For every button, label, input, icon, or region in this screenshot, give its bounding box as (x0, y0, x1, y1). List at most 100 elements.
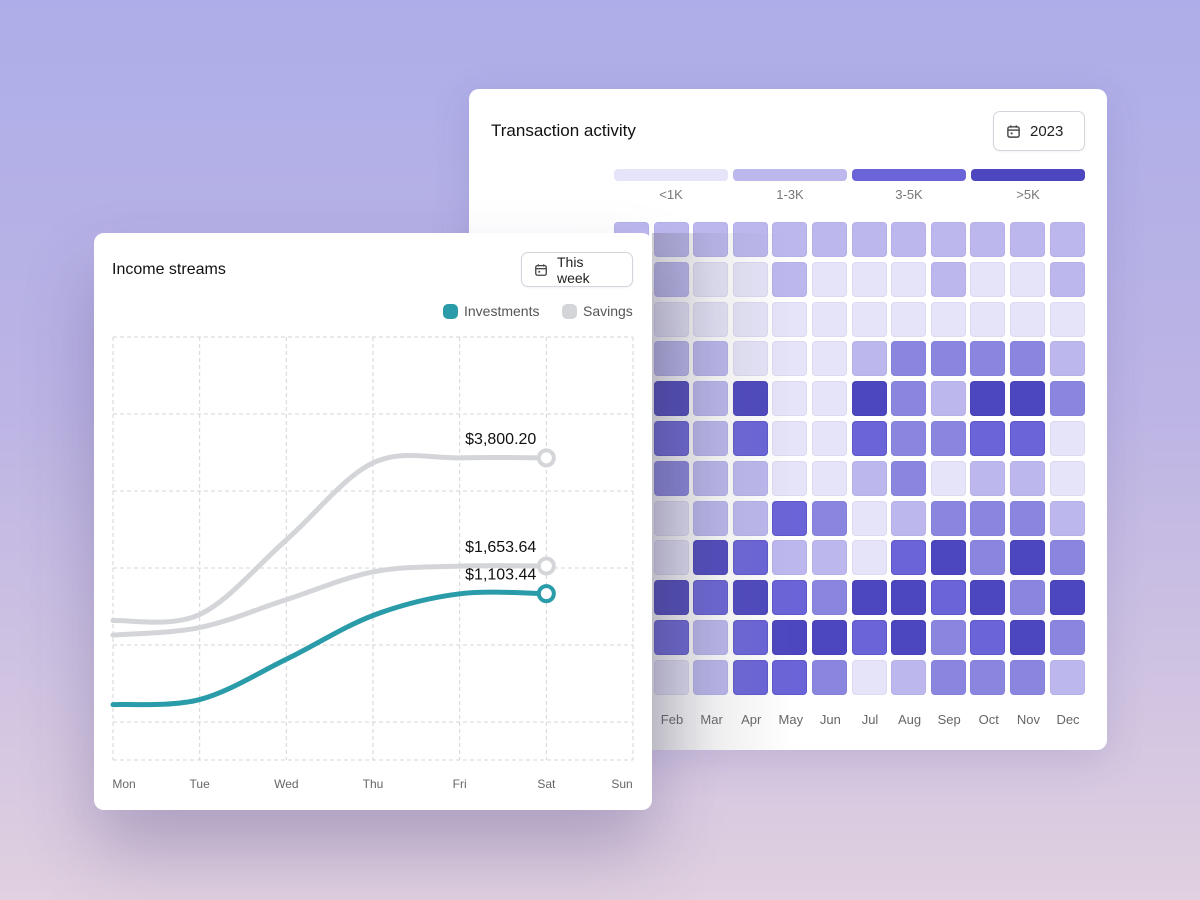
heatmap-cell-jun-1[interactable] (812, 222, 847, 257)
heatmap-cell-jul-11[interactable] (851, 620, 887, 655)
heatmap-cell-mar-4[interactable] (693, 341, 729, 377)
heatmap-cell-jul-7[interactable] (851, 460, 887, 496)
heatmap-cell-dec-11[interactable] (1049, 620, 1085, 655)
heatmap-cell-may-8[interactable] (772, 500, 808, 536)
heatmap-cell-feb-7[interactable] (653, 460, 689, 496)
heatmap-cell-jul-9[interactable] (851, 540, 887, 576)
heatmap-cell-sep-11[interactable] (930, 620, 966, 655)
heatmap-cell-nov-3[interactable] (1010, 301, 1045, 337)
heatmap-cell-nov-1[interactable] (1010, 222, 1045, 257)
heatmap-cell-sep-6[interactable] (930, 421, 966, 456)
heatmap-cell-feb-3[interactable] (653, 301, 689, 337)
heatmap-cell-may-9[interactable] (772, 540, 808, 576)
heatmap-cell-oct-8[interactable] (970, 500, 1006, 536)
heatmap-cell-dec-4[interactable] (1049, 341, 1085, 377)
heatmap-cell-aug-10[interactable] (891, 580, 927, 616)
heatmap-cell-jun-11[interactable] (812, 620, 847, 655)
heatmap-cell-aug-5[interactable] (891, 381, 927, 417)
heatmap-cell-jul-1[interactable] (851, 222, 887, 257)
heatmap-cell-jul-6[interactable] (851, 421, 887, 456)
heatmap-cell-jul-8[interactable] (851, 500, 887, 536)
heatmap-cell-jun-2[interactable] (812, 261, 847, 297)
heatmap-cell-oct-3[interactable] (970, 301, 1006, 337)
heatmap-cell-sep-4[interactable] (930, 341, 966, 377)
heatmap-cell-mar-6[interactable] (693, 421, 729, 456)
heatmap-cell-may-5[interactable] (772, 381, 808, 417)
heatmap-cell-jun-9[interactable] (812, 540, 847, 576)
heatmap-cell-dec-12[interactable] (1049, 659, 1085, 695)
heatmap-cell-feb-6[interactable] (653, 421, 689, 456)
heatmap-cell-mar-7[interactable] (693, 460, 729, 496)
heatmap-cell-dec-2[interactable] (1049, 261, 1085, 297)
heatmap-cell-apr-1[interactable] (732, 222, 768, 257)
heatmap-cell-oct-10[interactable] (970, 580, 1006, 616)
heatmap-cell-feb-2[interactable] (653, 261, 689, 297)
heatmap-cell-nov-9[interactable] (1010, 540, 1045, 576)
heatmap-cell-aug-2[interactable] (891, 261, 927, 297)
heatmap-cell-nov-5[interactable] (1010, 381, 1045, 417)
heatmap-cell-nov-6[interactable] (1010, 421, 1045, 456)
heatmap-cell-mar-11[interactable] (693, 620, 729, 655)
heatmap-cell-oct-12[interactable] (970, 659, 1006, 695)
heatmap-cell-sep-8[interactable] (930, 500, 966, 536)
heatmap-cell-feb-5[interactable] (653, 381, 689, 417)
heatmap-cell-may-1[interactable] (772, 222, 808, 257)
heatmap-cell-mar-12[interactable] (693, 659, 729, 695)
heatmap-cell-jun-4[interactable] (812, 341, 847, 377)
heatmap-cell-oct-1[interactable] (970, 222, 1006, 257)
heatmap-cell-aug-8[interactable] (891, 500, 927, 536)
heatmap-cell-apr-10[interactable] (732, 580, 768, 616)
heatmap-cell-may-2[interactable] (772, 261, 808, 297)
heatmap-cell-jul-4[interactable] (851, 341, 887, 377)
heatmap-cell-mar-8[interactable] (693, 500, 729, 536)
heatmap-cell-aug-7[interactable] (891, 460, 927, 496)
heatmap-cell-sep-1[interactable] (930, 222, 966, 257)
heatmap-cell-feb-12[interactable] (653, 659, 689, 695)
heatmap-cell-jul-10[interactable] (851, 580, 887, 616)
heatmap-cell-oct-6[interactable] (970, 421, 1006, 456)
heatmap-cell-jun-3[interactable] (812, 301, 847, 337)
heatmap-cell-sep-9[interactable] (930, 540, 966, 576)
heatmap-cell-jun-12[interactable] (812, 659, 847, 695)
heatmap-cell-apr-12[interactable] (732, 659, 768, 695)
heatmap-cell-jun-5[interactable] (812, 381, 847, 417)
heatmap-cell-apr-9[interactable] (732, 540, 768, 576)
heatmap-cell-oct-4[interactable] (970, 341, 1006, 377)
heatmap-cell-nov-12[interactable] (1010, 659, 1045, 695)
heatmap-cell-nov-8[interactable] (1010, 500, 1045, 536)
year-select-button[interactable]: 2023 (993, 111, 1085, 151)
heatmap-cell-sep-12[interactable] (930, 659, 966, 695)
heatmap-cell-may-11[interactable] (772, 620, 808, 655)
period-select-button[interactable]: This week (521, 252, 633, 287)
heatmap-cell-sep-5[interactable] (930, 381, 966, 417)
heatmap-cell-sep-10[interactable] (930, 580, 966, 616)
heatmap-cell-oct-2[interactable] (970, 261, 1006, 297)
heatmap-cell-aug-1[interactable] (891, 222, 927, 257)
heatmap-cell-apr-6[interactable] (732, 421, 768, 456)
heatmap-cell-may-3[interactable] (772, 301, 808, 337)
heatmap-cell-aug-3[interactable] (891, 301, 927, 337)
heatmap-cell-apr-4[interactable] (732, 341, 768, 377)
heatmap-cell-dec-8[interactable] (1049, 500, 1085, 536)
heatmap-cell-sep-3[interactable] (930, 301, 966, 337)
heatmap-cell-nov-10[interactable] (1010, 580, 1045, 616)
heatmap-cell-apr-11[interactable] (732, 620, 768, 655)
heatmap-cell-jul-5[interactable] (851, 381, 887, 417)
heatmap-cell-dec-5[interactable] (1049, 381, 1085, 417)
heatmap-cell-mar-3[interactable] (693, 301, 729, 337)
heatmap-cell-aug-12[interactable] (891, 659, 927, 695)
heatmap-cell-feb-10[interactable] (653, 580, 689, 616)
heatmap-cell-dec-10[interactable] (1049, 580, 1085, 616)
heatmap-cell-apr-2[interactable] (732, 261, 768, 297)
heatmap-cell-jul-3[interactable] (851, 301, 887, 337)
heatmap-cell-nov-11[interactable] (1010, 620, 1045, 655)
heatmap-cell-apr-5[interactable] (732, 381, 768, 417)
heatmap-cell-dec-1[interactable] (1049, 222, 1085, 257)
heatmap-cell-jul-12[interactable] (851, 659, 887, 695)
heatmap-cell-nov-7[interactable] (1010, 460, 1045, 496)
heatmap-cell-may-12[interactable] (772, 659, 808, 695)
heatmap-cell-jun-6[interactable] (812, 421, 847, 456)
heatmap-cell-may-10[interactable] (772, 580, 808, 616)
heatmap-cell-apr-8[interactable] (732, 500, 768, 536)
heatmap-cell-aug-6[interactable] (891, 421, 927, 456)
